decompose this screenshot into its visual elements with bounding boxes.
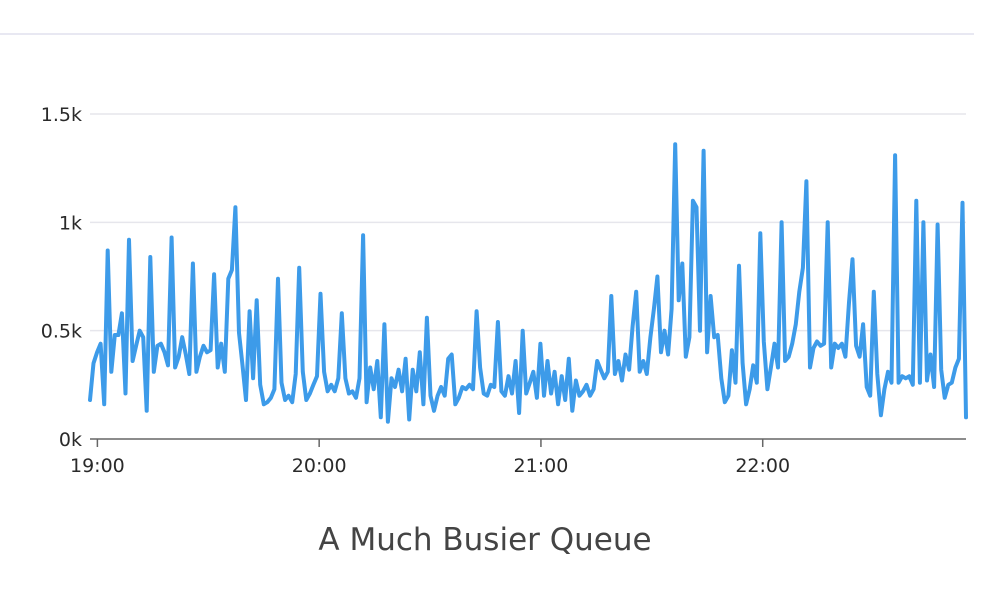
x-tick-label: 21:00: [514, 455, 569, 477]
y-tick-label: 0k: [59, 429, 82, 451]
chart-caption: A Much Busier Queue: [318, 522, 652, 558]
y-tick-label: 0.5k: [41, 321, 82, 343]
line-chart: 0k 0.5k 1k 1.5k 19:00 20:00 21:00 22:00: [41, 104, 968, 477]
x-tick-label: 22:00: [735, 455, 790, 477]
series-line: [88, 142, 968, 424]
x-tick-label: 19:00: [70, 455, 125, 477]
top-divider: [0, 33, 974, 35]
y-axis-ticks: 0k 0.5k 1k 1.5k: [41, 104, 82, 451]
y-tick-label: 1k: [59, 212, 82, 234]
x-axis-ticks: 19:00 20:00 21:00 22:00: [70, 439, 790, 477]
grid-lines: [90, 113, 966, 332]
x-tick-label: 20:00: [292, 455, 347, 477]
y-tick-label: 1.5k: [41, 104, 82, 126]
